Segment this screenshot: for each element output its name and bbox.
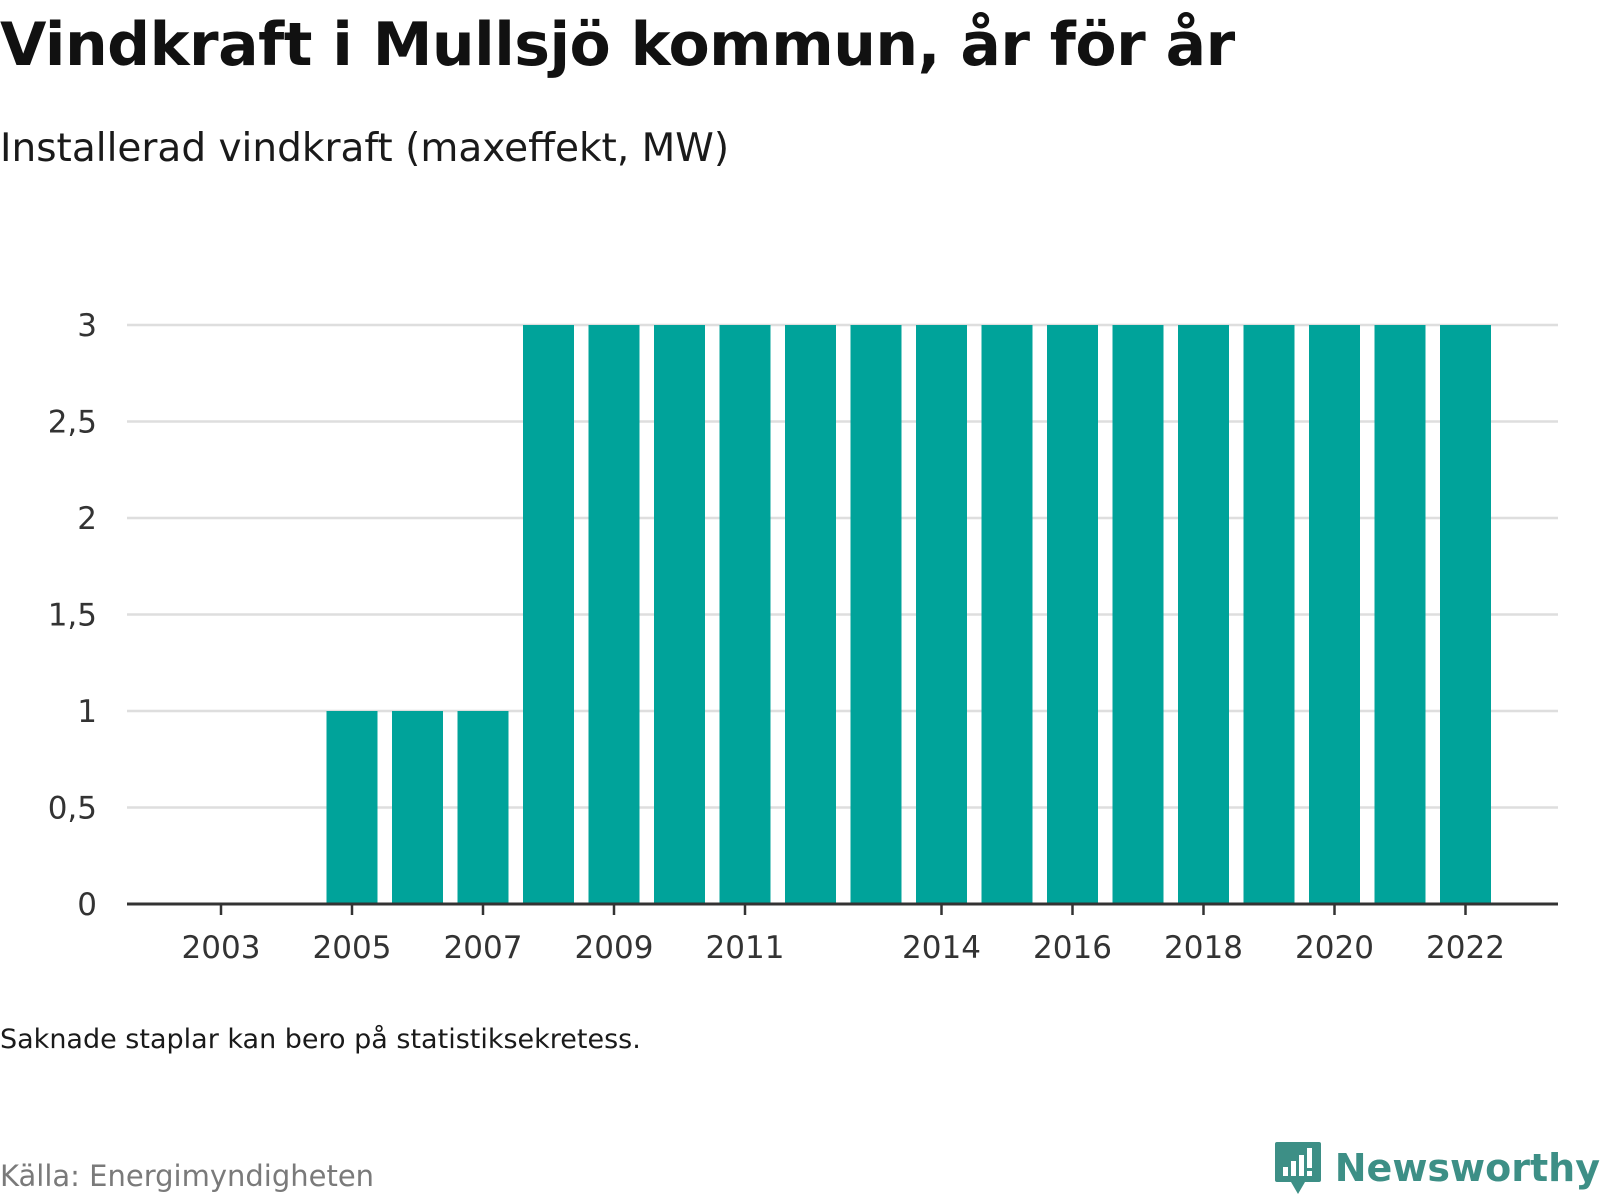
brand-logo: Newsworthy: [1273, 1140, 1600, 1196]
bar-2012: [785, 325, 836, 904]
y-tick-label: 0: [77, 887, 97, 923]
bar-2014: [916, 325, 967, 904]
x-tick-label: 2007: [444, 930, 523, 966]
bar-2021: [1374, 325, 1426, 904]
source-label: Källa: Energimyndigheten: [0, 1159, 375, 1193]
bar-2018: [1178, 325, 1229, 904]
y-tick-label: 0,5: [48, 791, 97, 827]
bar-2009: [588, 325, 640, 904]
chart-title: Vindkraft i Mullsjö kommun, år för år: [0, 10, 1235, 80]
bar-2022: [1440, 325, 1491, 904]
x-tick-label: 2020: [1295, 930, 1374, 966]
chart-subtitle: Installerad vindkraft (maxeffekt, MW): [0, 126, 730, 171]
y-tick-label: 1: [77, 694, 97, 730]
bar-2006: [392, 711, 443, 904]
bar-2005: [326, 711, 378, 904]
y-tick-label: 2,5: [48, 405, 97, 441]
newsworthy-logo-icon: [1274, 1142, 1321, 1194]
bar-2011: [719, 325, 771, 904]
bar-2010: [654, 325, 705, 904]
y-tick-label: 1,5: [48, 598, 97, 634]
x-tick-label: 2018: [1164, 930, 1243, 966]
bar-2020: [1309, 325, 1360, 904]
bar-chart: 0 0,5 1 1,5 2 2,5 3 2003 2005 2007 2009 2011 2014 201…: [48, 308, 1558, 966]
x-tick-label: 2014: [902, 930, 981, 966]
missing-bars-note: Saknade staplar kan bero på statistiksek…: [0, 1024, 641, 1055]
x-tick-label: 2011: [706, 930, 785, 966]
bar-2008: [523, 325, 574, 904]
x-tick-label: 2005: [313, 930, 392, 966]
x-tick-label: 2009: [575, 930, 654, 966]
bar-2015: [981, 325, 1033, 904]
y-tick-label: 2: [77, 501, 97, 537]
bar-2013: [850, 325, 902, 904]
x-tick-label: 2022: [1426, 930, 1505, 966]
x-tick-label: 2003: [182, 930, 261, 966]
y-tick-label: 3: [77, 308, 97, 344]
bar-2019: [1243, 325, 1295, 904]
bar-2017: [1112, 325, 1164, 904]
brand-name: Newsworthy: [1334, 1146, 1600, 1190]
bar-2016: [1047, 325, 1098, 904]
bar-2007: [457, 711, 509, 904]
x-tick-label: 2016: [1033, 930, 1112, 966]
